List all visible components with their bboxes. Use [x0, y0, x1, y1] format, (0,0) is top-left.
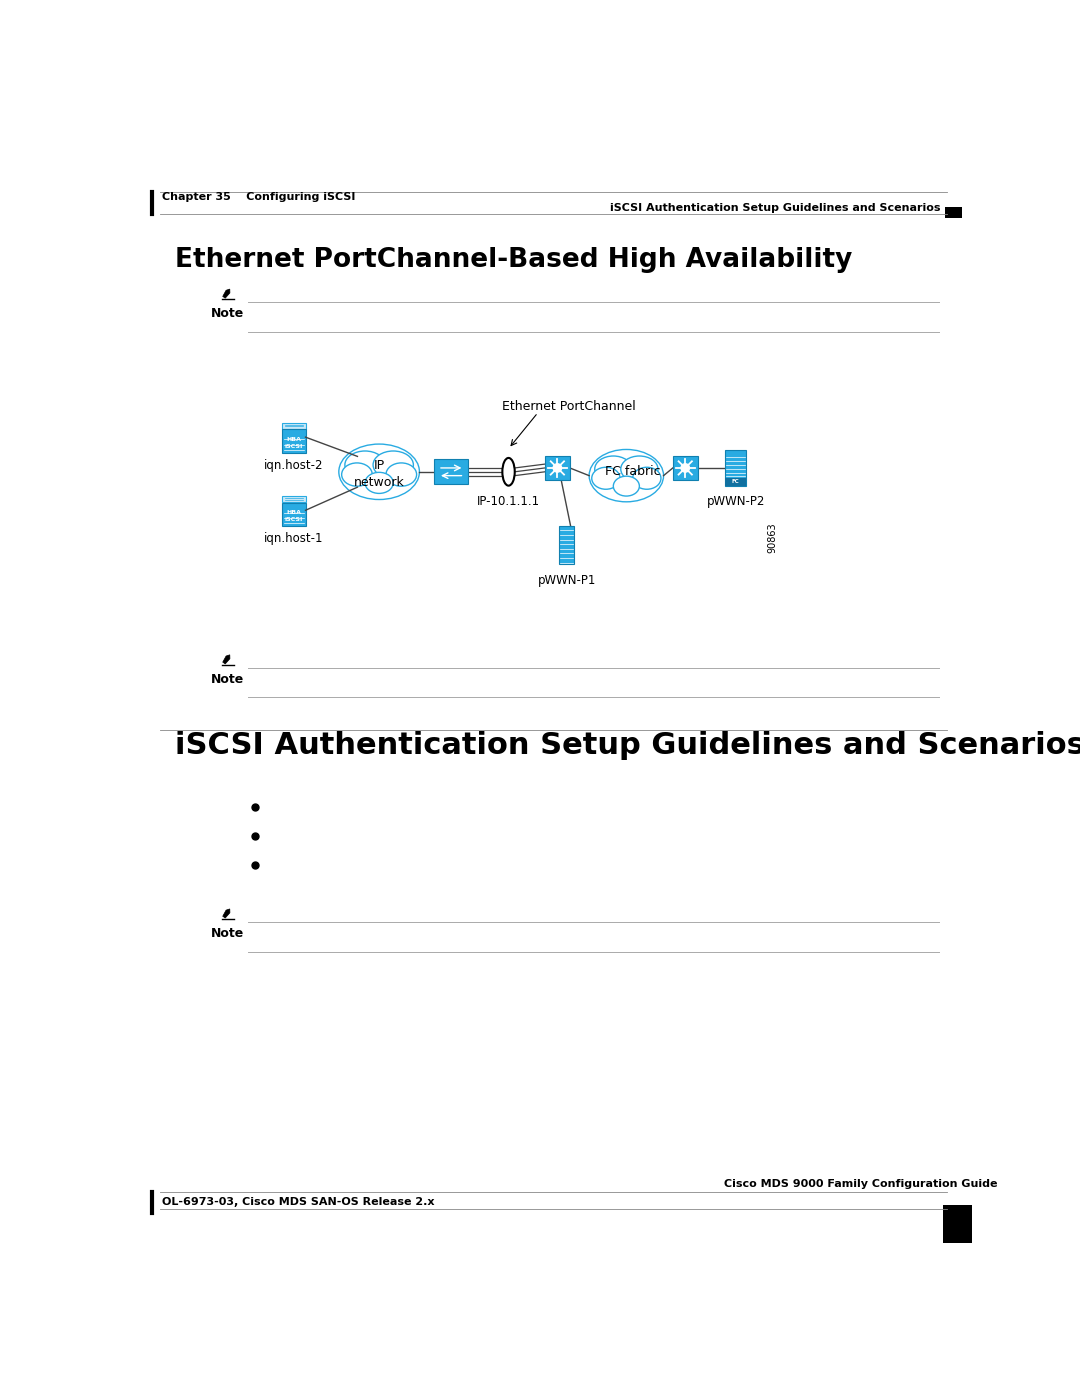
Text: iSCSI: iSCSI: [285, 444, 303, 448]
Polygon shape: [222, 655, 230, 664]
Circle shape: [681, 464, 689, 472]
FancyBboxPatch shape: [282, 503, 306, 525]
Text: HBA: HBA: [286, 510, 301, 515]
Text: pWWN-P1: pWWN-P1: [538, 574, 596, 587]
Ellipse shape: [633, 467, 661, 489]
Ellipse shape: [502, 458, 515, 486]
Text: FC: FC: [732, 479, 740, 485]
FancyBboxPatch shape: [282, 496, 306, 502]
Bar: [943, 1204, 972, 1243]
Text: IP-10.1.1.1: IP-10.1.1.1: [477, 495, 540, 509]
FancyBboxPatch shape: [282, 429, 306, 453]
Text: IP
network: IP network: [354, 460, 405, 489]
Ellipse shape: [386, 462, 417, 486]
Text: HBA: HBA: [286, 437, 301, 441]
Text: pWWN-P2: pWWN-P2: [706, 495, 765, 509]
Ellipse shape: [590, 450, 663, 502]
Text: OL-6973-03, Cisco MDS SAN-OS Release 2.x: OL-6973-03, Cisco MDS SAN-OS Release 2.x: [162, 1197, 434, 1207]
Polygon shape: [222, 289, 230, 298]
FancyBboxPatch shape: [282, 423, 306, 429]
FancyBboxPatch shape: [673, 455, 698, 481]
Text: iSCSI: iSCSI: [285, 517, 303, 522]
FancyBboxPatch shape: [725, 478, 746, 486]
Text: iSCSI Authentication Setup Guidelines and Scenarios: iSCSI Authentication Setup Guidelines an…: [175, 731, 1080, 760]
Ellipse shape: [621, 455, 658, 482]
Text: iqn.host-1: iqn.host-1: [265, 532, 324, 545]
Text: iSCSI Authentication Setup Guidelines and Scenarios: iSCSI Authentication Setup Guidelines an…: [610, 203, 941, 212]
Ellipse shape: [595, 455, 632, 482]
Text: Cisco MDS 9000 Family Configuration Guide: Cisco MDS 9000 Family Configuration Guid…: [724, 1179, 998, 1189]
FancyBboxPatch shape: [434, 460, 469, 485]
Text: Ethernet PortChannel: Ethernet PortChannel: [502, 400, 636, 414]
Ellipse shape: [592, 467, 620, 489]
Ellipse shape: [345, 451, 386, 479]
Ellipse shape: [339, 444, 419, 500]
FancyBboxPatch shape: [725, 450, 746, 486]
Polygon shape: [222, 909, 230, 918]
Text: Chapter 35    Configuring iSCSI: Chapter 35 Configuring iSCSI: [162, 191, 355, 203]
Text: 90863: 90863: [768, 522, 778, 553]
Ellipse shape: [373, 451, 414, 479]
FancyBboxPatch shape: [559, 525, 575, 564]
Text: iqn.host-2: iqn.host-2: [265, 458, 324, 472]
Ellipse shape: [341, 462, 373, 486]
Text: Note: Note: [212, 673, 245, 686]
FancyBboxPatch shape: [545, 455, 570, 481]
Text: Note: Note: [212, 307, 245, 320]
Ellipse shape: [365, 472, 393, 493]
Bar: [945, 207, 962, 218]
Ellipse shape: [613, 476, 639, 496]
Text: FC fabric: FC fabric: [605, 465, 660, 478]
Text: Note: Note: [212, 928, 245, 940]
Circle shape: [553, 464, 562, 472]
Text: Ethernet PortChannel-Based High Availability: Ethernet PortChannel-Based High Availabi…: [175, 247, 853, 272]
